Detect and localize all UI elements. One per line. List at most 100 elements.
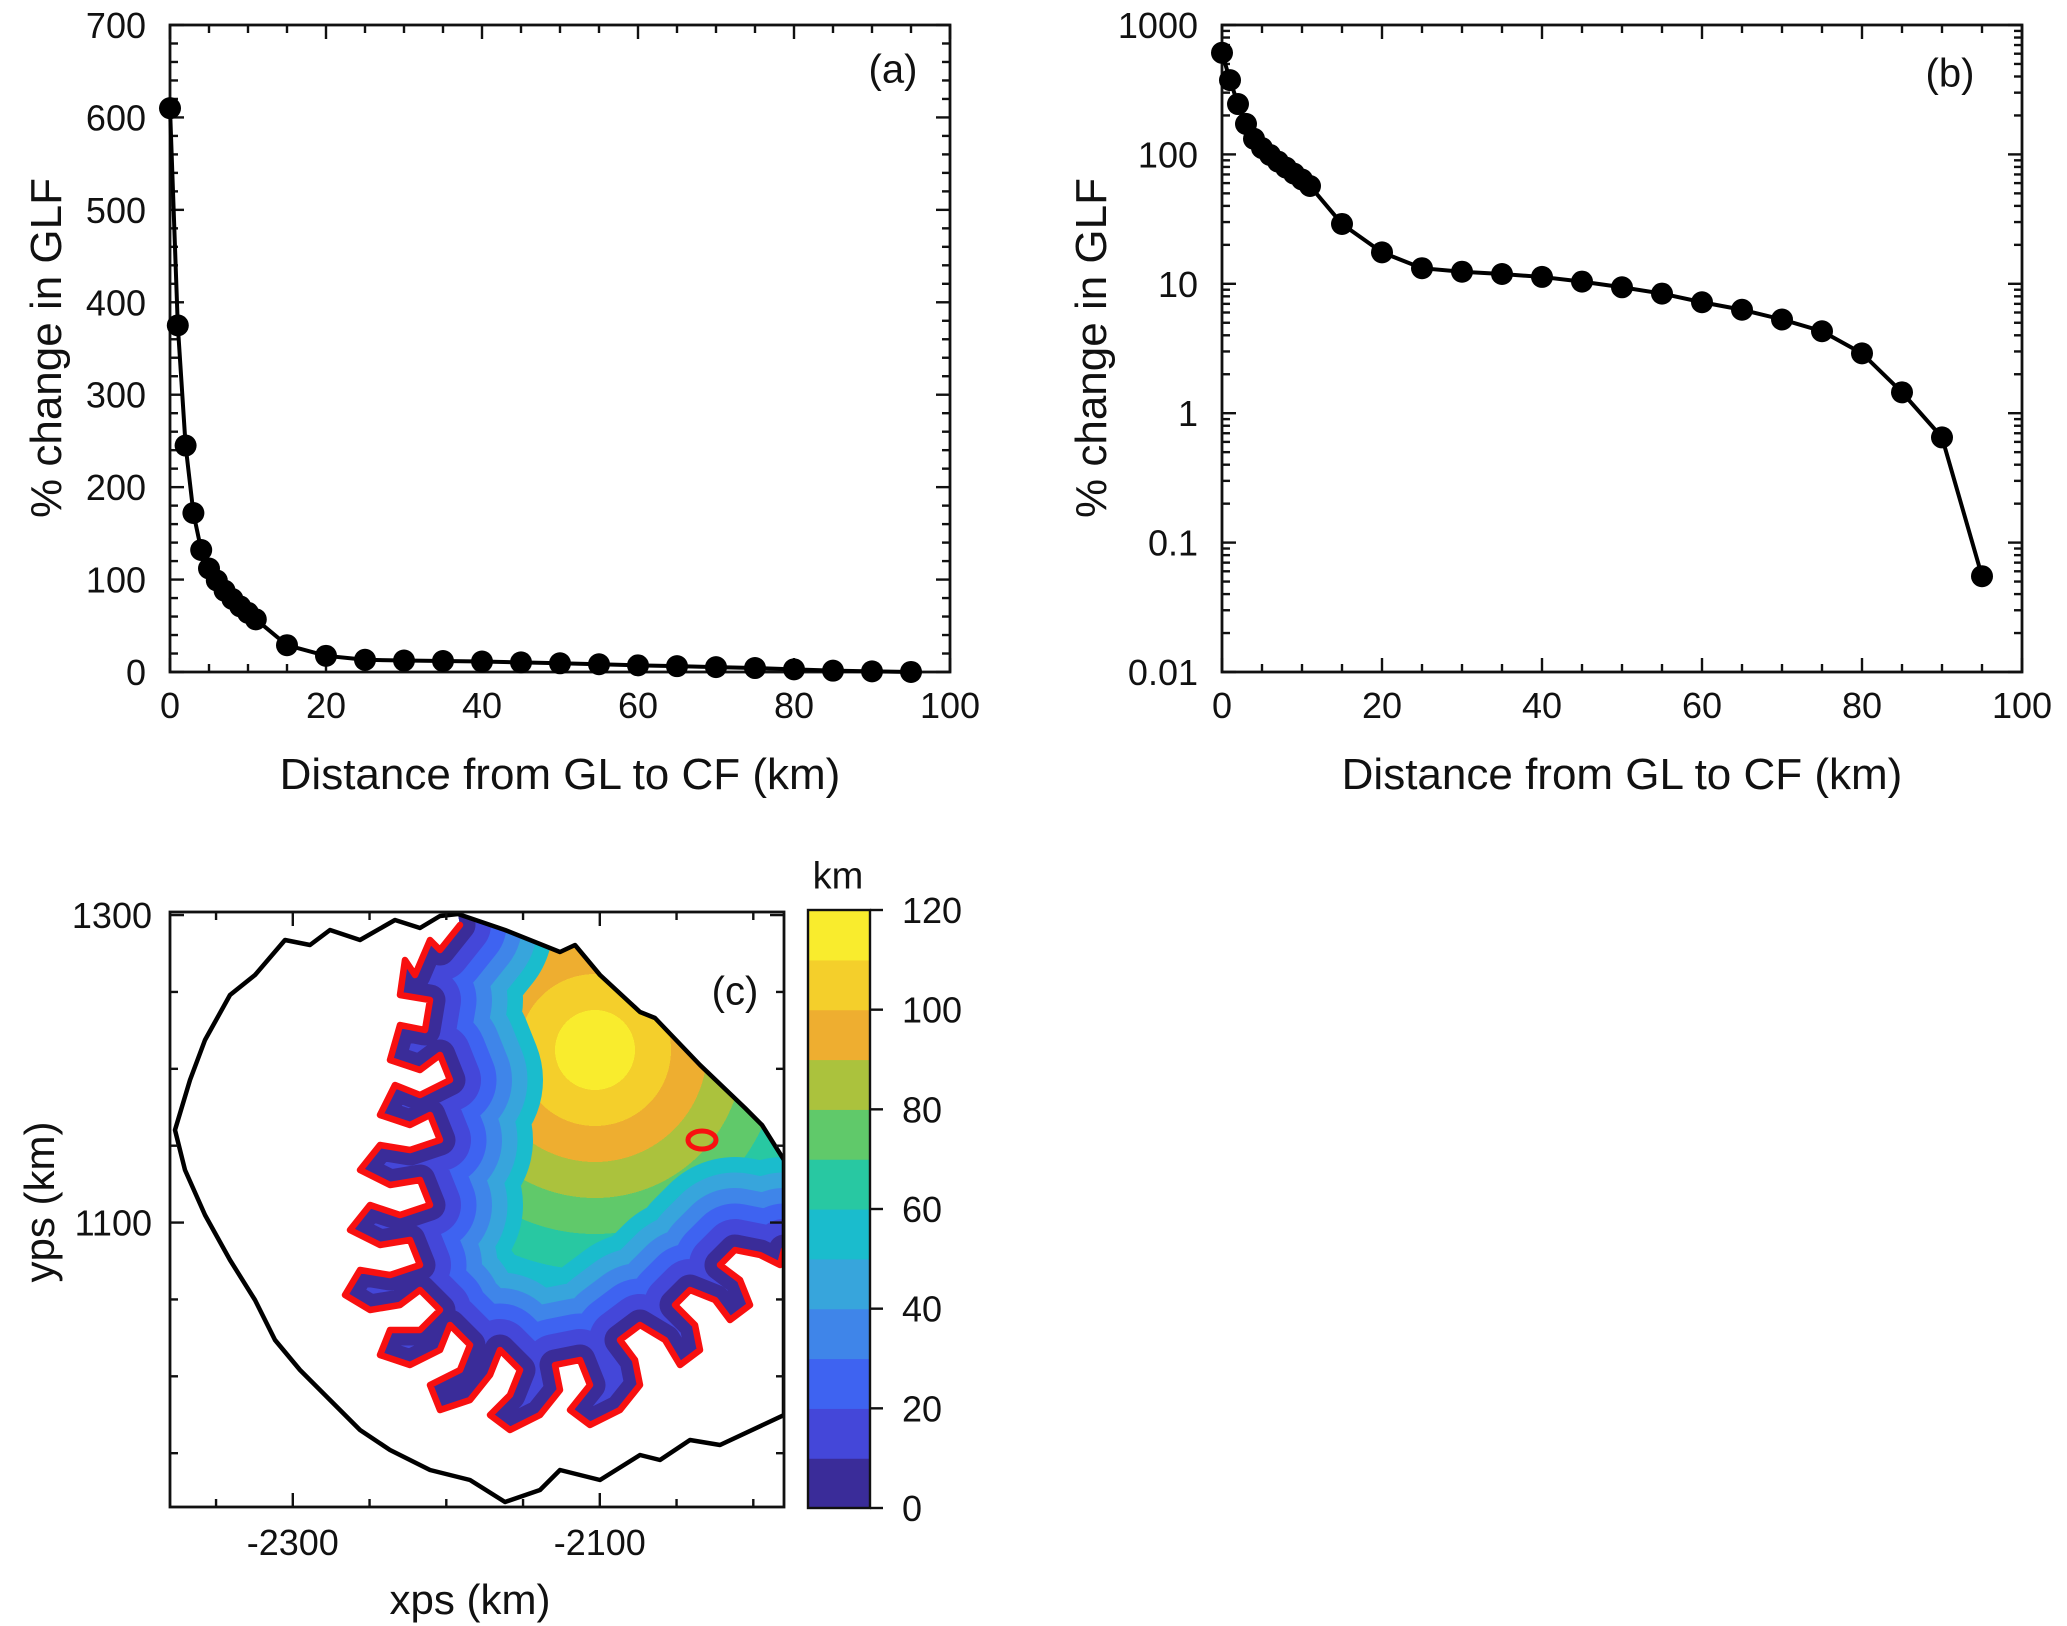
- data-point: [1971, 565, 1993, 588]
- svg-text:60: 60: [618, 685, 658, 726]
- svg-text:40: 40: [462, 685, 502, 726]
- svg-text:1000: 1000: [1118, 5, 1198, 46]
- data-point: [510, 651, 532, 674]
- svg-text:100: 100: [920, 685, 980, 726]
- data-point: [354, 648, 376, 671]
- svg-text:100: 100: [86, 560, 146, 601]
- svg-text:1100: 1100: [75, 1203, 152, 1244]
- data-point: [1299, 174, 1321, 197]
- panel-a-letter: (a): [868, 47, 918, 92]
- svg-text:300: 300: [86, 375, 146, 416]
- svg-text:-2300: -2300: [247, 1522, 339, 1563]
- svg-text:600: 600: [86, 97, 146, 138]
- data-point: [1411, 257, 1433, 280]
- svg-text:400: 400: [86, 282, 146, 323]
- svg-text:100: 100: [1992, 685, 2052, 726]
- data-point: [1691, 291, 1713, 314]
- data-point: [315, 644, 337, 667]
- panel-c-map: -2300 -2100 1100 1300: [72, 895, 786, 1563]
- svg-text:80: 80: [902, 1089, 942, 1130]
- data-point: [900, 660, 922, 683]
- data-point: [588, 653, 610, 676]
- data-point: [1811, 320, 1833, 343]
- svg-text:40: 40: [1522, 685, 1562, 726]
- data-point: [1771, 308, 1793, 331]
- grounding-line: [341, 921, 784, 1434]
- data-point: [1531, 265, 1553, 288]
- basin-outline: [172, 912, 784, 1505]
- panel-b-xaxis-label: Distance from GL to CF (km): [1341, 750, 1903, 799]
- data-point: [1227, 93, 1249, 116]
- svg-text:1300: 1300: [72, 895, 152, 936]
- data-point: [393, 649, 415, 672]
- colorbar-title: km: [812, 855, 864, 898]
- data-point: [744, 657, 766, 680]
- panel-c-letter: (c): [711, 969, 759, 1014]
- panel-b-plot: 0 20 40 60 80 100 0.01 0.1 1 10 100 1000: [1118, 5, 2052, 726]
- data-point: [705, 656, 727, 679]
- data-point: [1651, 282, 1673, 305]
- data-point: [244, 608, 267, 631]
- svg-text:10: 10: [1158, 264, 1198, 305]
- data-line-b: [1220, 52, 1984, 577]
- panel-a-plot: 0 20 40 60 80 100 0 100 200 300 400 500 600 700: [86, 5, 980, 726]
- data-point: [1891, 381, 1913, 404]
- svg-text:20: 20: [306, 685, 346, 726]
- svg-text:40: 40: [902, 1289, 942, 1330]
- svg-text:80: 80: [1842, 685, 1882, 726]
- svg-text:0.1: 0.1: [1148, 523, 1198, 564]
- panel-a-xaxis-label: Distance from GL to CF (km): [279, 750, 841, 799]
- panel-b-yaxis-label: % change in GLF: [1067, 178, 1116, 518]
- data-line-a: [168, 108, 912, 674]
- svg-text:0: 0: [126, 652, 146, 693]
- svg-text:100: 100: [902, 990, 962, 1031]
- data-point: [1219, 69, 1241, 92]
- data-point: [276, 634, 298, 657]
- svg-text:-2100: -2100: [554, 1522, 646, 1563]
- panel-c-xaxis-label: xps (km): [389, 1576, 551, 1623]
- panel-b-letter: (b): [1925, 51, 1975, 96]
- data-point: [166, 314, 189, 337]
- grounding-line-islet: [685, 1128, 719, 1152]
- data-point: [471, 650, 493, 673]
- data-point: [822, 659, 844, 682]
- data-point: [1611, 276, 1633, 299]
- colorbar: 0 20 40 60 80 100 120: [806, 890, 962, 1529]
- svg-text:0: 0: [902, 1488, 922, 1529]
- data-point: [627, 654, 649, 677]
- data-point: [861, 660, 883, 683]
- svg-text:60: 60: [902, 1189, 942, 1230]
- data-point: [1851, 342, 1873, 365]
- svg-text:60: 60: [1682, 685, 1722, 726]
- data-point: [1931, 426, 1953, 449]
- data-point: [1571, 270, 1593, 293]
- data-point: [1371, 241, 1393, 264]
- data-point: [1491, 263, 1513, 286]
- data-point: [174, 434, 197, 457]
- svg-text:0: 0: [1212, 685, 1232, 726]
- svg-text:120: 120: [902, 890, 962, 931]
- svg-text:500: 500: [86, 190, 146, 231]
- svg-text:0: 0: [160, 685, 180, 726]
- data-point: [1451, 260, 1473, 283]
- svg-text:0.01: 0.01: [1128, 652, 1198, 693]
- data-point: [432, 650, 454, 673]
- data-point: [1731, 298, 1753, 321]
- data-point: [666, 655, 688, 678]
- panel-a-yaxis-label: % change in GLF: [22, 178, 71, 518]
- svg-text:200: 200: [86, 467, 146, 508]
- svg-text:1: 1: [1178, 393, 1198, 434]
- data-point: [549, 652, 571, 675]
- svg-text:80: 80: [774, 685, 814, 726]
- svg-text:100: 100: [1138, 134, 1198, 175]
- svg-text:20: 20: [902, 1388, 942, 1429]
- data-point: [182, 502, 205, 525]
- data-point: [159, 97, 181, 120]
- data-point: [190, 538, 213, 561]
- data-point: [1331, 212, 1353, 235]
- panel-c-yaxis-label: yps (km): [16, 1121, 63, 1283]
- data-point: [1211, 41, 1233, 64]
- svg-text:700: 700: [86, 5, 146, 46]
